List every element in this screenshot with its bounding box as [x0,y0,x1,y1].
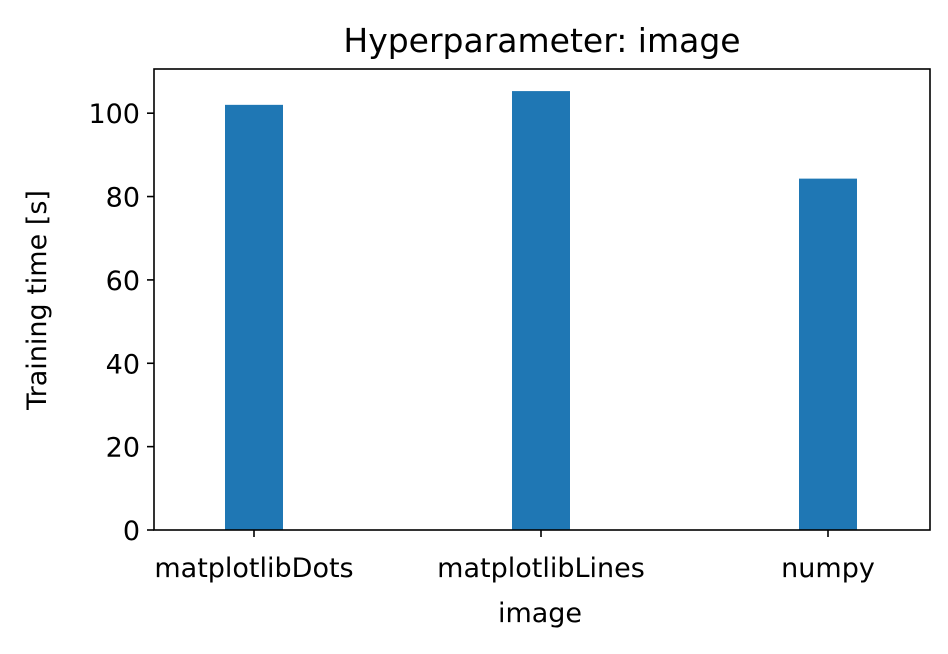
bar [225,104,283,531]
chart-title: Hyperparameter: image [343,21,740,60]
x-tick-label: matplotlibDots [154,553,353,584]
y-tick-label: 80 [106,183,140,214]
x-tick-label: numpy [781,553,875,584]
bar [799,178,857,530]
y-tick-label: 100 [88,99,140,130]
y-axis-label: Training time [s] [22,190,53,411]
y-tick-label: 0 [123,516,140,547]
bar [512,91,570,531]
y-tick-label: 60 [106,266,140,297]
x-axis-ticks: matplotlibDots matplotlibLines numpy [154,530,875,584]
x-axis-label: image [498,598,582,629]
x-tick-label: matplotlibLines [437,553,645,584]
y-tick-label: 40 [106,349,140,380]
bar-series [225,91,857,531]
y-tick-label: 20 [106,433,140,464]
plot-area-frame [153,68,931,531]
y-axis-ticks: 0 20 40 60 80 100 [88,99,154,547]
